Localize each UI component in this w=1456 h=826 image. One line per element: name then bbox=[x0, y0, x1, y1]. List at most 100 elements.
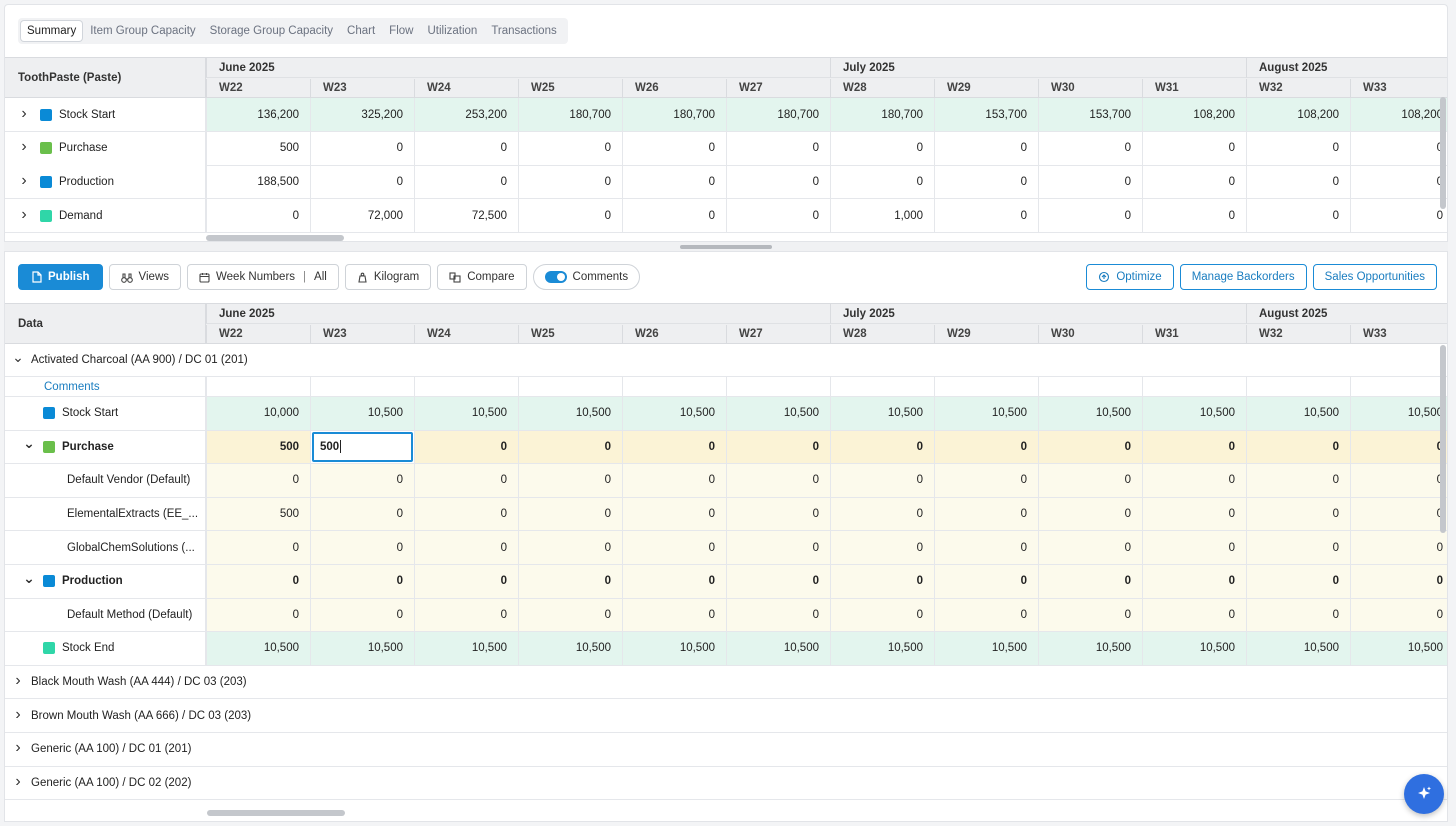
detail-cell[interactable]: 0 bbox=[1350, 531, 1447, 564]
detail-cell[interactable]: 0 bbox=[518, 531, 622, 564]
summary-cell[interactable]: 180,700 bbox=[830, 98, 934, 131]
detail-cell[interactable]: 0 bbox=[1142, 565, 1246, 598]
detail-cell[interactable]: 0 bbox=[1142, 497, 1246, 531]
summary-cell[interactable]: 0 bbox=[830, 131, 934, 165]
summary-cell[interactable]: 0 bbox=[622, 199, 726, 233]
detail-cell[interactable]: 0 bbox=[726, 565, 830, 598]
detail-cell[interactable]: 0 bbox=[1350, 565, 1447, 598]
summary-cell[interactable]: 0 bbox=[310, 165, 414, 199]
group-row-expanded[interactable]: Activated Charcoal (AA 900) / DC 01 (201… bbox=[5, 344, 1447, 377]
sales-opportunities-button[interactable]: Sales Opportunities bbox=[1312, 264, 1437, 290]
comment-cell[interactable] bbox=[414, 377, 518, 396]
group-row-collapsed[interactable]: Brown Mouth Wash (AA 666) / DC 03 (203) bbox=[5, 699, 1447, 733]
summary-cell[interactable]: 153,700 bbox=[934, 98, 1038, 131]
detail-cell[interactable]: 10,500 bbox=[310, 632, 414, 665]
publish-button[interactable]: Publish bbox=[18, 264, 103, 290]
detail-cell[interactable]: 0 bbox=[206, 565, 310, 598]
detail-cell[interactable]: 0 bbox=[1350, 497, 1447, 531]
comment-cell[interactable] bbox=[1246, 377, 1350, 396]
detail-cell[interactable]: 0 bbox=[830, 531, 934, 564]
detail-cell[interactable]: 10,500 bbox=[206, 632, 310, 665]
chevron-right-icon[interactable] bbox=[17, 210, 31, 222]
summary-cell[interactable]: 0 bbox=[1350, 131, 1447, 165]
tab-transactions[interactable]: Transactions bbox=[491, 25, 557, 37]
summary-cell[interactable]: 0 bbox=[1246, 165, 1350, 199]
detail-cell[interactable]: 0 bbox=[518, 598, 622, 632]
manage-backorders-button[interactable]: Manage Backorders bbox=[1179, 264, 1307, 290]
comment-cell[interactable] bbox=[830, 377, 934, 396]
comment-cell[interactable] bbox=[1142, 377, 1246, 396]
detail-cell[interactable]: 500 bbox=[206, 497, 310, 531]
detail-cell[interactable]: 10,500 bbox=[934, 397, 1038, 430]
detail-cell[interactable]: 0 bbox=[934, 565, 1038, 598]
comments-toggle[interactable]: Comments bbox=[532, 264, 641, 290]
summary-cell[interactable]: 108,200 bbox=[1246, 98, 1350, 131]
summary-cell[interactable]: 500 bbox=[206, 131, 310, 165]
detail-cell[interactable]: 10,500 bbox=[1142, 397, 1246, 430]
detail-cell[interactable]: 0 bbox=[1038, 464, 1142, 497]
detail-cell[interactable]: 10,500 bbox=[830, 397, 934, 430]
detail-cell[interactable]: 0 bbox=[1246, 565, 1350, 598]
detail-cell[interactable]: 0 bbox=[310, 598, 414, 632]
summary-cell[interactable]: 0 bbox=[1038, 131, 1142, 165]
detail-cell[interactable]: 0 bbox=[622, 497, 726, 531]
comment-cell[interactable] bbox=[726, 377, 830, 396]
summary-cell[interactable]: 0 bbox=[310, 131, 414, 165]
detail-cell[interactable]: 0 bbox=[726, 497, 830, 531]
comments-switch[interactable] bbox=[544, 271, 567, 283]
detail-cell[interactable]: 0 bbox=[1142, 531, 1246, 564]
summary-cell[interactable]: 153,700 bbox=[1038, 98, 1142, 131]
detail-cell[interactable]: 0 bbox=[830, 430, 934, 464]
detail-cell[interactable]: 0 bbox=[934, 598, 1038, 632]
summary-cell[interactable]: 0 bbox=[518, 165, 622, 199]
summary-cell[interactable]: 1,000 bbox=[830, 199, 934, 233]
detail-cell[interactable]: 0 bbox=[830, 497, 934, 531]
comment-cell[interactable] bbox=[1038, 377, 1142, 396]
summary-cell[interactable]: 0 bbox=[1038, 165, 1142, 199]
tab-flow[interactable]: Flow bbox=[389, 25, 414, 37]
detail-cell[interactable]: 0 bbox=[518, 565, 622, 598]
detail-cell[interactable]: 0 bbox=[726, 464, 830, 497]
detail-cell[interactable]: 0 bbox=[1038, 531, 1142, 564]
detail-cell[interactable]: 0 bbox=[622, 565, 726, 598]
summary-cell[interactable]: 0 bbox=[726, 165, 830, 199]
summary-cell[interactable]: 253,200 bbox=[414, 98, 518, 131]
comment-cell[interactable] bbox=[206, 377, 310, 396]
summary-cell[interactable]: 0 bbox=[726, 199, 830, 233]
detail-cell[interactable]: 0 bbox=[934, 531, 1038, 564]
group-row-collapsed[interactable]: Generic (AA 100) / DC 01 (201) bbox=[5, 733, 1447, 767]
summary-cell[interactable]: 0 bbox=[1350, 165, 1447, 199]
assistant-button[interactable] bbox=[1404, 774, 1444, 814]
summary-cell[interactable]: 0 bbox=[414, 165, 518, 199]
detail-cell[interactable]: 10,500 bbox=[726, 397, 830, 430]
detail-cell[interactable]: 0 bbox=[622, 430, 726, 464]
detail-cell[interactable]: 0 bbox=[934, 497, 1038, 531]
group-row-collapsed[interactable]: Black Mouth Wash (AA 444) / DC 03 (203) bbox=[5, 665, 1447, 700]
summary-cell[interactable]: 0 bbox=[518, 131, 622, 165]
summary-cell[interactable]: 0 bbox=[206, 199, 310, 233]
detail-cell[interactable]: 10,500 bbox=[1350, 397, 1447, 430]
comment-cell[interactable] bbox=[310, 377, 414, 396]
optimize-button[interactable]: Optimize bbox=[1086, 264, 1174, 290]
detail-cell[interactable]: 0 bbox=[726, 430, 830, 464]
chevron-right-icon[interactable] bbox=[11, 676, 25, 688]
summary-vertical-scrollbar[interactable] bbox=[1440, 97, 1446, 209]
detail-cell[interactable]: 10,500 bbox=[1038, 397, 1142, 430]
detail-horizontal-scrollbar[interactable] bbox=[207, 810, 345, 816]
detail-cell[interactable]: 0 bbox=[414, 497, 518, 531]
comment-cell[interactable] bbox=[934, 377, 1038, 396]
detail-cell[interactable]: 0 bbox=[622, 464, 726, 497]
summary-cell[interactable]: 0 bbox=[726, 131, 830, 165]
detail-cell[interactable]: 0 bbox=[830, 598, 934, 632]
detail-cell[interactable]: 10,500 bbox=[1246, 397, 1350, 430]
detail-cell[interactable]: 0 bbox=[934, 464, 1038, 497]
summary-cell[interactable]: 0 bbox=[1038, 199, 1142, 233]
detail-cell[interactable]: 0 bbox=[414, 531, 518, 564]
detail-cell[interactable]: 10,500 bbox=[414, 397, 518, 430]
views-button[interactable]: Views bbox=[108, 264, 181, 290]
summary-cell[interactable]: 180,700 bbox=[622, 98, 726, 131]
detail-cell[interactable]: 0 bbox=[1246, 598, 1350, 632]
detail-cell[interactable]: 10,500 bbox=[622, 397, 726, 430]
detail-cell[interactable]: 0 bbox=[310, 497, 414, 531]
summary-cell[interactable]: 0 bbox=[1142, 131, 1246, 165]
